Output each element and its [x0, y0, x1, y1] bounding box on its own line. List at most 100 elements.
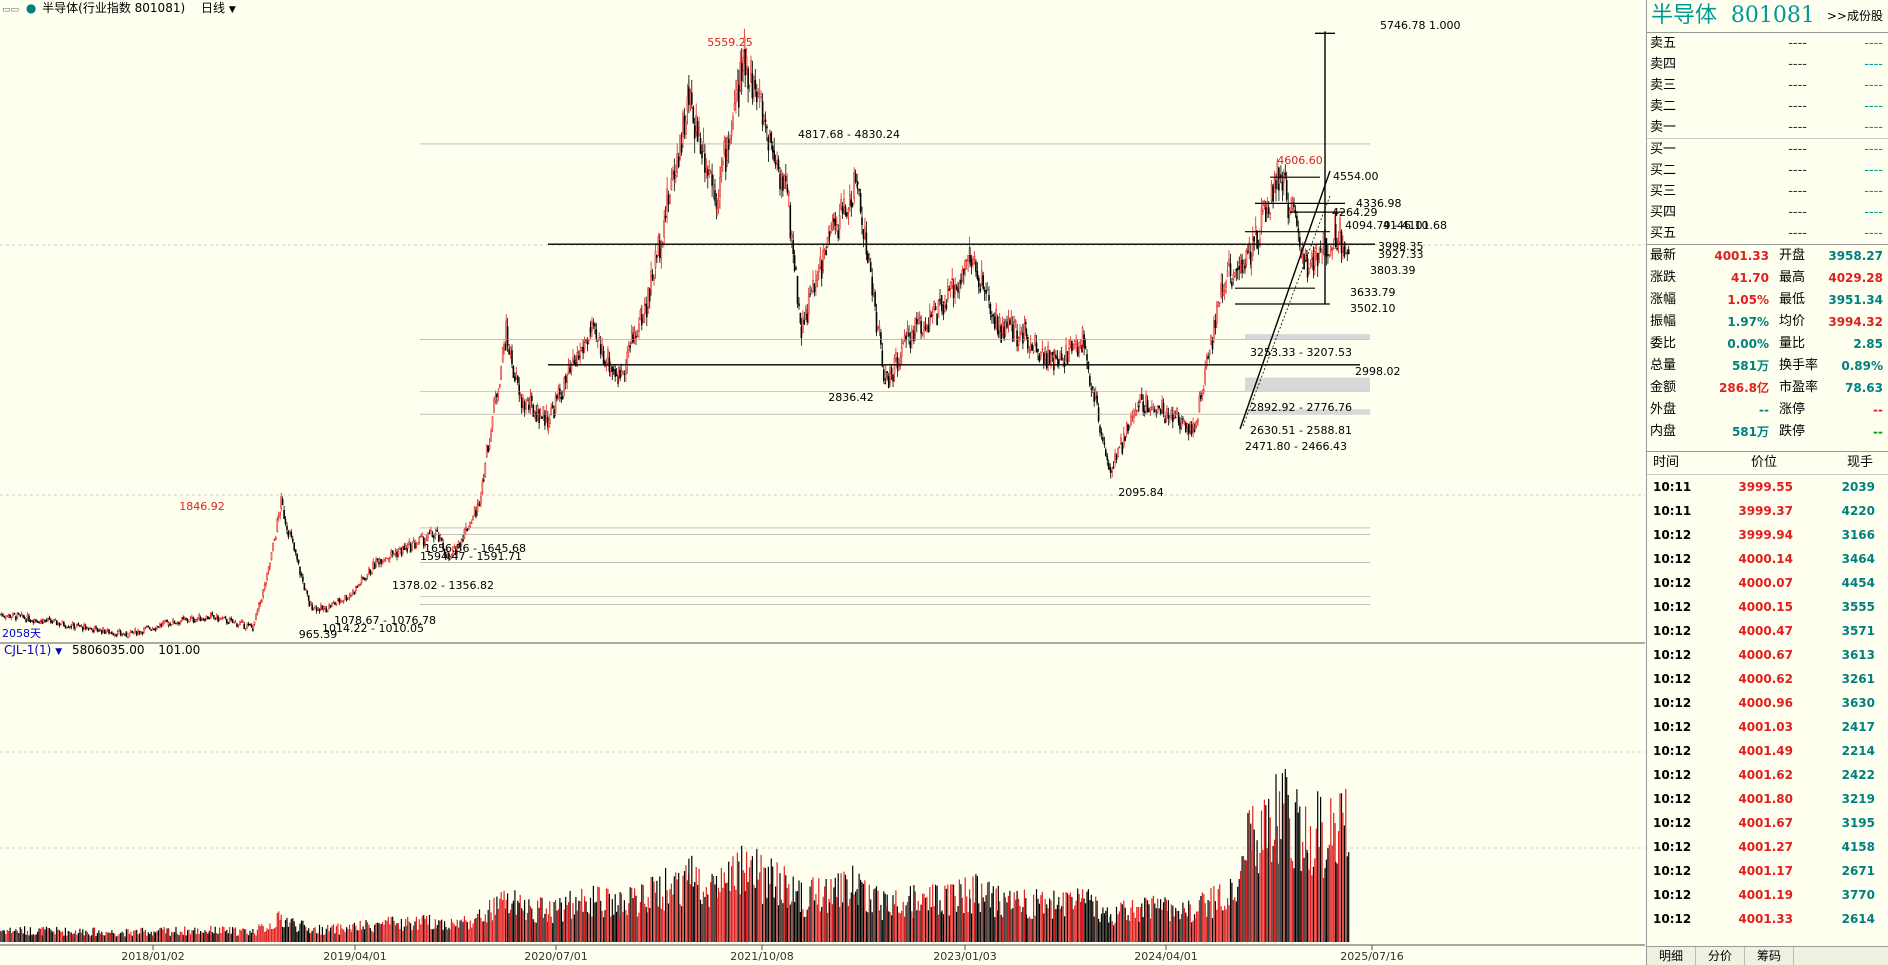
candle-body [985, 290, 987, 294]
volume-bar [1118, 911, 1120, 942]
chevron-down-icon[interactable]: ▼ [55, 647, 63, 657]
volume-bar [692, 886, 694, 942]
candle-body [1347, 249, 1350, 255]
candle-body [394, 551, 397, 554]
candle-body [325, 608, 328, 613]
candle-body [930, 314, 933, 318]
volume-bar [870, 899, 872, 942]
volume-bar [181, 931, 183, 942]
trend-line[interactable] [1242, 195, 1331, 427]
price-chart[interactable]: 5559.251846.924606.602836.422095.84965.3… [0, 0, 1645, 965]
tab-price-distribution[interactable]: 分价 [1696, 947, 1745, 965]
candle-body [290, 531, 293, 537]
tick-row[interactable]: 10:12 4000.62 3261 [1647, 667, 1888, 691]
candle-body [569, 367, 571, 373]
candle-body [317, 606, 319, 611]
candle-body [727, 139, 730, 150]
tick-row[interactable]: 10:12 3999.94 3166 [1647, 523, 1888, 547]
candle-body [1225, 281, 1227, 288]
tab-chips[interactable]: 筹码 [1745, 947, 1794, 965]
volume-bar [500, 892, 502, 942]
candle-body [331, 602, 333, 607]
indicator-name[interactable]: CJL-1(1) [4, 643, 52, 657]
volume-bar [1203, 893, 1205, 942]
volume-bar [439, 920, 441, 942]
volume-bar [507, 893, 509, 942]
constituents-link[interactable]: >>成份股 [1826, 9, 1883, 23]
period-selector[interactable]: 日线 ▼ [201, 0, 236, 19]
tick-row[interactable]: 10:12 4000.47 3571 [1647, 619, 1888, 643]
volume-bar [607, 888, 609, 942]
tick-row[interactable]: 10:12 4001.80 3219 [1647, 787, 1888, 811]
tick-row[interactable]: 10:11 3999.37 4220 [1647, 499, 1888, 523]
volume-bar [273, 928, 275, 942]
volume-bar [1201, 892, 1203, 942]
tick-volume: 4220 [1841, 504, 1875, 518]
volume-bar [812, 877, 814, 942]
volume-bar [868, 884, 870, 942]
chart-area[interactable]: ▭▭ ● 半导体(行业指数 801081) 日线 ▼ 5559.25 1846.9… [0, 0, 1645, 965]
tick-row[interactable]: 10:12 4001.03 2417 [1647, 715, 1888, 739]
volume-bar [493, 897, 495, 942]
volume-bar [537, 900, 539, 942]
tab-details[interactable]: 明细 [1647, 947, 1696, 965]
ticks-list[interactable]: 10:11 3999.55 2039 10:11 3999.37 4220 10:1… [1647, 475, 1888, 931]
volume-bar [462, 921, 464, 942]
candle-body [124, 634, 126, 636]
candle-body [1121, 442, 1124, 454]
candle-body [375, 559, 377, 568]
volume-bar [521, 908, 523, 942]
volume-bar [32, 934, 34, 942]
volume-bar [83, 935, 85, 942]
tick-row[interactable]: 10:12 4001.27 4158 [1647, 835, 1888, 859]
candle-body [604, 361, 606, 366]
candle-body [233, 621, 235, 623]
candle-body [1022, 332, 1024, 344]
candle-body [63, 622, 65, 627]
stat-label: 金额 [1650, 380, 1677, 395]
tick-row[interactable]: 10:12 4001.17 2671 [1647, 859, 1888, 883]
volume-bar [1308, 869, 1310, 942]
volume-bar [729, 891, 731, 942]
tick-row[interactable]: 10:12 4000.67 3613 [1647, 643, 1888, 667]
candle-body [490, 430, 492, 442]
volume-bar [999, 901, 1001, 942]
x-tick-label: 2021/10/08 [730, 950, 793, 963]
candle-body [25, 619, 27, 623]
tick-row[interactable]: 10:12 4000.96 3630 [1647, 691, 1888, 715]
candle-body [259, 601, 262, 605]
candle-body [544, 413, 546, 426]
tick-time: 10:12 [1653, 648, 1692, 662]
volume-bar [468, 929, 470, 942]
candle-body [701, 151, 703, 159]
tick-price: 4001.27 [1738, 840, 1793, 854]
tick-row[interactable]: 10:12 4001.33 2614 [1647, 907, 1888, 931]
tick-row[interactable]: 10:12 4000.07 4454 [1647, 571, 1888, 595]
minimize-icon[interactable]: ▭▭ [2, 5, 20, 15]
volume-bar [608, 893, 610, 942]
tick-row[interactable]: 10:12 4001.62 2422 [1647, 763, 1888, 787]
volume-bar [54, 934, 56, 942]
candle-body [35, 619, 38, 622]
candle-body [391, 550, 394, 554]
volume-bar [452, 922, 454, 942]
volume-bar [639, 902, 641, 942]
tick-row[interactable]: 10:12 4000.14 3464 [1647, 547, 1888, 571]
tick-row[interactable]: 10:12 4001.67 3195 [1647, 811, 1888, 835]
volume-bar [375, 923, 377, 942]
volume-bar [833, 887, 835, 942]
volume-bar [1023, 889, 1025, 942]
tick-row[interactable]: 10:12 4000.15 3555 [1647, 595, 1888, 619]
tick-row[interactable]: 10:12 4001.19 3770 [1647, 883, 1888, 907]
volume-bar [652, 876, 654, 942]
tick-row[interactable]: 10:11 3999.55 2039 [1647, 475, 1888, 499]
candle-body [404, 545, 407, 550]
volume-bar [1290, 858, 1292, 942]
volume-bar [1103, 913, 1105, 942]
trend-line[interactable] [1239, 170, 1331, 430]
volume-bar [66, 935, 68, 942]
candle-body [1222, 291, 1224, 296]
candle-body [1079, 340, 1082, 344]
tick-price: 4001.49 [1738, 744, 1793, 758]
tick-row[interactable]: 10:12 4001.49 2214 [1647, 739, 1888, 763]
